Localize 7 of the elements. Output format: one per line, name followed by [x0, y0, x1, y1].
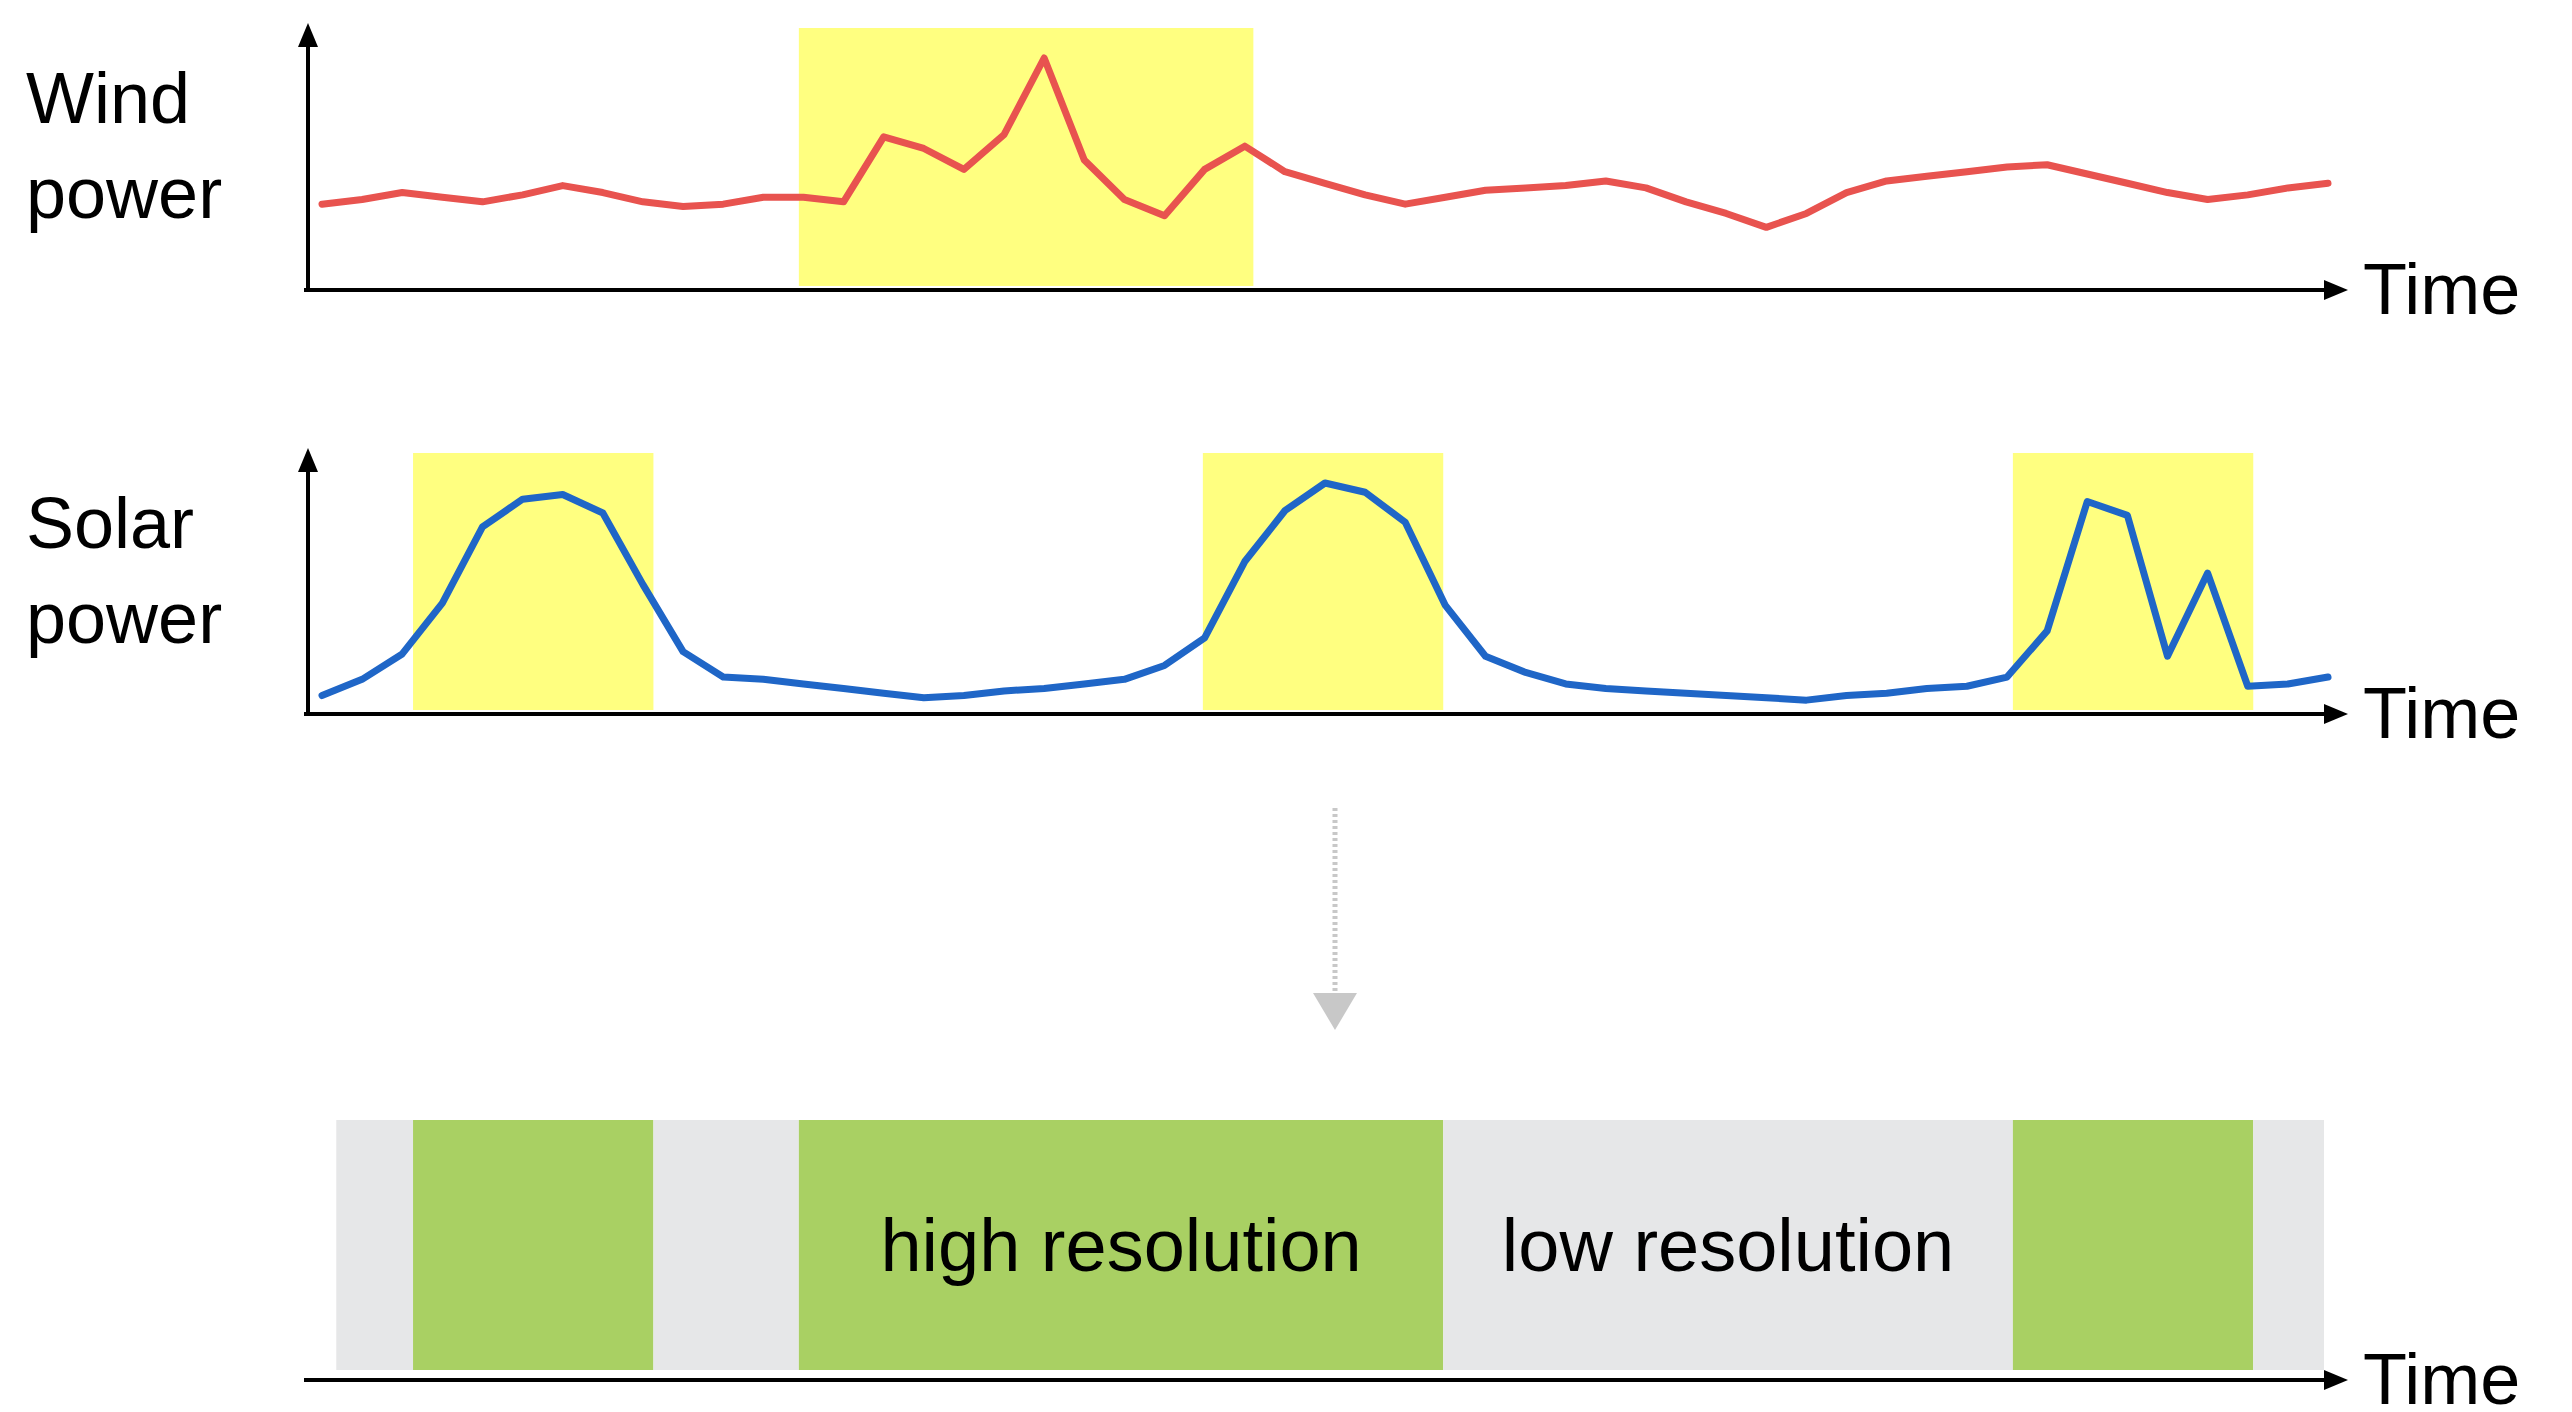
y-axis-title: Solar power: [26, 483, 223, 658]
y-axis-title: Wind power: [26, 58, 223, 233]
x-axis-title: Time: [2363, 249, 2521, 329]
x-axis-title: Time: [2363, 673, 2521, 753]
text: low resolution: [1501, 1204, 1955, 1287]
text: high resolution: [880, 1204, 1362, 1287]
text: Time: [2363, 1339, 2521, 1412]
